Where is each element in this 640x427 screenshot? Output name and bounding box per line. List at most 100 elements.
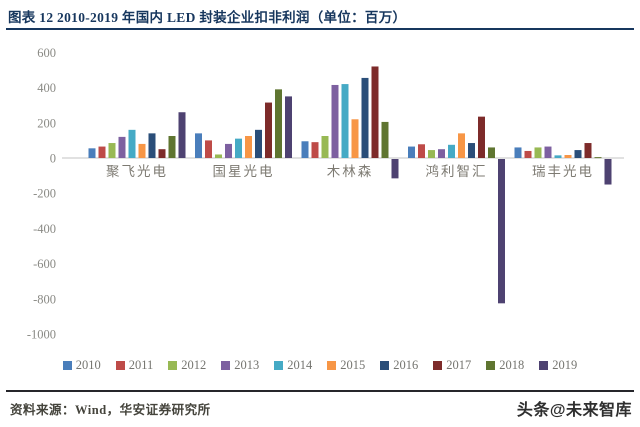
y-axis-tick-label: -1000	[27, 328, 56, 342]
bar-瑞丰光电-2015	[564, 155, 572, 158]
x-axis-category-label: 瑞丰光电	[532, 164, 594, 179]
bar-聚飞光电-2014	[128, 129, 136, 158]
bar-木林森-2016	[361, 77, 369, 158]
legend-item-2018: 2018	[486, 358, 524, 373]
legend-label: 2012	[181, 358, 207, 372]
bar-瑞丰光电-2013	[544, 146, 552, 158]
legend-swatch	[433, 361, 443, 370]
bar-木林森-2019	[391, 159, 399, 179]
title-divider	[6, 28, 634, 30]
bar-国星光电-2014	[235, 138, 242, 158]
bar-木林森-2017	[371, 66, 379, 158]
bar-木林森-2010	[301, 141, 309, 158]
bar-鸿利智汇-2018	[488, 147, 495, 158]
legend-label: 2013	[234, 358, 260, 372]
legend-label: 2010	[75, 358, 101, 372]
bar-国星光电-2011	[205, 140, 212, 158]
watermark-badge: 头条@未来智库	[516, 402, 632, 419]
bar-鸿利智汇-2017	[478, 116, 485, 158]
bar-国星光电-2016	[255, 129, 262, 158]
bar-鸿利智汇-2013	[438, 149, 445, 158]
legend-swatch	[115, 361, 125, 370]
bar-木林森-2014	[341, 84, 349, 158]
legend-swatch	[380, 361, 390, 370]
bar-瑞丰光电-2010	[514, 147, 522, 158]
y-axis-tick-label: -200	[33, 187, 56, 201]
legend-item-2011: 2011	[115, 358, 154, 373]
chart-title: 图表 12 2010-2019 年国内 LED 封装企业扣非利润（单位：百万）	[8, 10, 407, 25]
bar-聚飞光电-2018	[168, 136, 176, 158]
bar-国星光电-2018	[275, 89, 282, 158]
y-axis-tick-label: 600	[37, 46, 56, 60]
bar-聚飞光电-2010	[88, 148, 96, 158]
bar-聚飞光电-2013	[118, 136, 126, 158]
bar-鸿利智汇-2010	[408, 146, 415, 158]
bar-国星光电-2010	[195, 133, 202, 158]
bar-木林森-2018	[381, 121, 389, 158]
bar-木林森-2012	[321, 136, 329, 158]
bar-木林森-2011	[311, 142, 319, 158]
bar-鸿利智汇-2012	[428, 150, 435, 158]
x-axis-category-label: 聚飞光电	[106, 164, 168, 179]
legend-item-2019: 2019	[539, 358, 577, 373]
bar-鸿利智汇-2016	[468, 143, 475, 158]
legend-label: 2014	[287, 358, 313, 372]
bar-鸿利智汇-2019	[498, 159, 505, 304]
legend-label: 2017	[446, 358, 472, 372]
bar-国星光电-2015	[245, 136, 252, 158]
legend-swatch	[221, 361, 231, 370]
legend-swatch	[168, 361, 178, 370]
y-axis-tick-label: 200	[37, 116, 56, 130]
legend-label: 2019	[552, 358, 578, 372]
legend-label: 2016	[393, 358, 419, 372]
legend-swatch	[274, 361, 284, 370]
bar-木林森-2013	[331, 84, 339, 158]
legend-swatch	[62, 361, 72, 370]
bar-聚飞光电-2015	[138, 143, 146, 158]
bar-瑞丰光电-2019	[604, 159, 612, 185]
bar-鸿利智汇-2014	[448, 144, 455, 158]
legend-label: 2018	[499, 358, 525, 372]
y-axis-tick-label: 0	[50, 152, 56, 166]
bar-聚飞光电-2019	[178, 112, 186, 158]
legend-item-2012: 2012	[168, 358, 206, 373]
legend-item-2010: 2010	[62, 358, 101, 373]
bar-国星光电-2017	[265, 102, 272, 158]
bar-国星光电-2019	[285, 96, 292, 158]
bar-国星光电-2012	[215, 154, 222, 158]
legend-swatch	[486, 361, 496, 370]
bar-木林森-2015	[351, 119, 359, 158]
legend-item-2016: 2016	[380, 358, 418, 373]
bar-聚飞光电-2017	[158, 149, 166, 158]
bar-聚飞光电-2012	[108, 143, 116, 158]
bar-瑞丰光电-2011	[524, 150, 532, 158]
legend-label: 2011	[128, 358, 154, 372]
bar-鸿利智汇-2015	[458, 133, 465, 158]
bar-聚飞光电-2011	[98, 146, 106, 158]
y-axis-tick-label: -400	[33, 222, 56, 236]
x-axis-category-label: 鸿利智汇	[426, 163, 488, 179]
x-axis-category-label: 木林森	[327, 164, 374, 179]
x-axis-category-label: 国星光电	[213, 164, 275, 179]
bar-瑞丰光电-2014	[554, 155, 562, 158]
chart-legend: 2010 2011 2012 2013 2014 2015 2016 2017 2018 2019	[0, 358, 640, 373]
bar-瑞丰光电-2018	[594, 157, 602, 159]
bar-瑞丰光电-2017	[584, 143, 592, 158]
legend-swatch	[327, 361, 337, 370]
bar-chart: 600 400 200 0 -200 -400 -600 -800 -1000 聚飞光电 国星光电 木…	[27, 46, 624, 342]
y-axis-tick-label: 400	[37, 81, 56, 95]
legend-item-2013: 2013	[221, 358, 259, 373]
legend-label: 2015	[340, 358, 366, 372]
legend-swatch	[539, 361, 549, 370]
bar-瑞丰光电-2012	[534, 147, 542, 158]
footer-divider	[6, 390, 634, 392]
y-axis-tick-label: -800	[33, 292, 56, 306]
bar-聚飞光电-2016	[148, 133, 156, 158]
bar-鸿利智汇-2011	[418, 144, 425, 158]
bar-瑞丰光电-2016	[574, 150, 582, 158]
legend-item-2017: 2017	[433, 358, 471, 373]
legend-item-2014: 2014	[274, 358, 312, 373]
y-axis-tick-label: -600	[33, 257, 56, 271]
data-source-note: 资料来源：Wind，华安证券研究所	[10, 403, 211, 417]
bar-国星光电-2013	[225, 143, 232, 158]
